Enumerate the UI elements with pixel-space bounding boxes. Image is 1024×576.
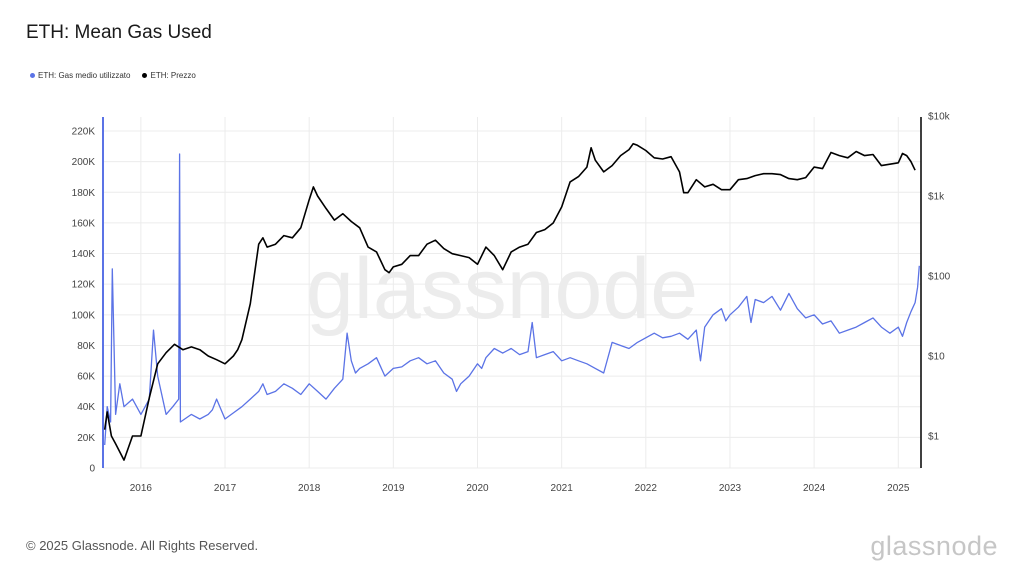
legend-label-gas: ETH: Gas medio utilizzato xyxy=(38,71,131,80)
y-left-tick-label: 60K xyxy=(77,372,95,383)
chart-title: ETH: Mean Gas Used xyxy=(26,22,212,43)
y-left-tick-label: 200K xyxy=(72,157,96,168)
y-right-tick-label: $100 xyxy=(928,272,951,283)
y-left-tick-label: 20K xyxy=(77,433,95,444)
copyright: © 2025 Glassnode. All Rights Reserved. xyxy=(26,538,259,553)
y-left-tick-label: 140K xyxy=(72,249,96,260)
x-tick-label: 2019 xyxy=(382,483,405,494)
legend-swatch-gas xyxy=(30,73,35,78)
legend-swatch-price xyxy=(142,73,148,78)
y-left-tick-label: 160K xyxy=(72,218,96,229)
x-tick-label: 2018 xyxy=(298,483,321,494)
left-axis: 0 20K 40K 60K 80K 100K 120K 140K 160K 180K 200K 220… xyxy=(72,127,96,475)
x-tick-label: 2022 xyxy=(635,483,658,494)
gridlines xyxy=(103,117,921,469)
right-axis: $1 $10 $100 $1k $10k xyxy=(928,112,951,443)
y-left-tick-label: 220K xyxy=(72,127,96,138)
legend: ETH: Gas medio utilizzato ETH: Prezzo xyxy=(30,71,196,80)
y-right-tick-label: $10 xyxy=(928,352,945,363)
y-right-tick-label: $1 xyxy=(928,432,940,443)
gas-series-line xyxy=(104,153,920,446)
price-series-line xyxy=(103,142,916,461)
legend-item-gas[interactable]: ETH: Gas medio utilizzato xyxy=(30,71,130,80)
x-tick-label: 2025 xyxy=(887,483,910,494)
y-left-tick-label: 40K xyxy=(77,402,95,413)
legend-item-price[interactable]: ETH: Prezzo xyxy=(142,71,196,80)
x-tick-label: 2023 xyxy=(719,483,742,494)
y-left-tick-label: 80K xyxy=(77,341,95,352)
y-right-tick-label: $1k xyxy=(928,192,945,203)
y-left-tick-label: 120K xyxy=(72,280,96,291)
y-left-tick-label: 180K xyxy=(72,188,96,199)
x-tick-label: 2016 xyxy=(130,483,153,494)
y-left-tick-label: 0 xyxy=(89,464,95,475)
watermark: glassnode xyxy=(306,241,698,337)
y-right-tick-label: $10k xyxy=(928,112,951,123)
x-tick-label: 2017 xyxy=(214,483,237,494)
series-layer xyxy=(102,117,920,468)
y-left-tick-label: 100K xyxy=(72,310,96,321)
x-tick-label: 2024 xyxy=(803,483,826,494)
x-axis: 2016 2017 2018 2019 2020 2021 2022 2023 2024 2025 xyxy=(130,483,910,494)
x-tick-label: 2020 xyxy=(466,483,489,494)
x-tick-label: 2021 xyxy=(551,483,574,494)
legend-label-price: ETH: Prezzo xyxy=(150,71,196,80)
brand-logo: glassnode xyxy=(870,531,998,561)
